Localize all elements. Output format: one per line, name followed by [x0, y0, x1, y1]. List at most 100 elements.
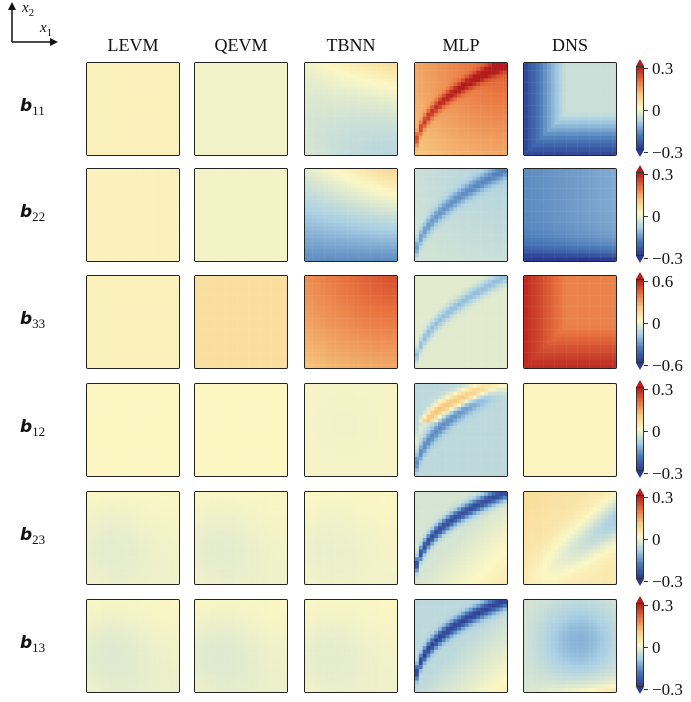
- axis-label-vertical: x2: [22, 0, 35, 19]
- row-label: b12: [20, 417, 46, 440]
- colorbar-tick-mark: [644, 216, 648, 217]
- colorbar-tick-mark: [644, 110, 648, 111]
- colorbar-tick-mark: [644, 365, 648, 366]
- colorbar-min-arrow: [636, 150, 644, 157]
- colorbar-min-arrow: [636, 687, 644, 694]
- axis-arrows-icon: [8, 2, 58, 46]
- row-label: b23: [20, 525, 46, 548]
- colorbar-tick-mark: [644, 605, 648, 606]
- colorbar-tick-min: −0.3: [652, 249, 683, 268]
- colorbar-tick-mid: 0: [652, 422, 661, 441]
- colorbar: [636, 279, 644, 363]
- colorbar-tick-max: 0.3: [652, 380, 674, 399]
- field-panel: [523, 599, 617, 693]
- row-label: b13: [20, 633, 46, 656]
- field-panel: [304, 168, 398, 262]
- colorbar-tick-mark: [644, 539, 648, 540]
- field-panel: [194, 491, 288, 585]
- colorbar-tick-mid: 0: [652, 207, 661, 226]
- colorbar-tick-mark: [644, 323, 648, 324]
- colorbar-min-arrow: [636, 363, 644, 370]
- row-label: b22: [20, 202, 46, 225]
- colorbar-tick-min: −0.3: [652, 680, 683, 699]
- colorbar: [636, 387, 644, 471]
- colorbar-max-arrow: [636, 380, 644, 387]
- field-panel: [86, 599, 180, 693]
- colorbar-tick-mark: [644, 152, 648, 153]
- field-panel: [86, 275, 180, 369]
- colorbar-tick-mid: 0: [652, 101, 661, 120]
- row-label: b33: [20, 309, 46, 332]
- colorbar-tick-max: 0.3: [652, 488, 674, 507]
- column-header: LEVM: [107, 35, 159, 55]
- colorbar-tick-mark: [644, 174, 648, 175]
- column-header: MLP: [442, 35, 480, 55]
- field-panel: [304, 491, 398, 585]
- colorbar-min-arrow: [636, 256, 644, 263]
- colorbar-max-arrow: [636, 488, 644, 495]
- colorbar-tick-min: −0.3: [652, 143, 683, 162]
- colorbar-tick-mark: [644, 497, 648, 498]
- field-panel: [86, 491, 180, 585]
- axis-indicator: x2 x1: [0, 0, 80, 60]
- field-panel: [523, 491, 617, 585]
- field-panel: [194, 383, 288, 477]
- colorbar-max-arrow: [636, 596, 644, 603]
- colorbar: [636, 66, 644, 150]
- row-label: b11: [20, 96, 45, 119]
- field-panel: [414, 599, 508, 693]
- field-panel: [194, 168, 288, 262]
- field-panel: [194, 599, 288, 693]
- colorbar-max-arrow: [636, 272, 644, 279]
- colorbar-min-arrow: [636, 471, 644, 478]
- colorbar-tick-mark: [644, 68, 648, 69]
- field-panel: [304, 275, 398, 369]
- field-panel: [304, 62, 398, 156]
- colorbar-tick-mark: [644, 431, 648, 432]
- field-panel: [194, 275, 288, 369]
- colorbar-tick-mark: [644, 258, 648, 259]
- colorbar-tick-mid: 0: [652, 530, 661, 549]
- colorbar-tick-mark: [644, 581, 648, 582]
- colorbar-tick-max: 0.3: [652, 596, 674, 615]
- column-header: DNS: [551, 35, 588, 55]
- field-panel: [523, 62, 617, 156]
- colorbar: [636, 495, 644, 579]
- colorbar-tick-mark: [644, 647, 648, 648]
- colorbar-max-arrow: [636, 59, 644, 66]
- colorbar-tick-min: −0.6: [652, 356, 683, 375]
- field-panel: [86, 383, 180, 477]
- column-header: TBNN: [326, 35, 376, 55]
- field-panel: [414, 275, 508, 369]
- colorbar-max-arrow: [636, 165, 644, 172]
- colorbar-tick-mid: 0: [652, 638, 661, 657]
- field-panel: [414, 491, 508, 585]
- colorbar-tick-mark: [644, 389, 648, 390]
- field-panel: [414, 383, 508, 477]
- field-panel: [194, 62, 288, 156]
- colorbar: [636, 172, 644, 256]
- colorbar-tick-mid: 0: [652, 314, 661, 333]
- field-panel: [304, 383, 398, 477]
- colorbar-min-arrow: [636, 579, 644, 586]
- field-panel: [414, 168, 508, 262]
- colorbar-tick-min: −0.3: [652, 464, 683, 483]
- colorbar-tick-min: −0.3: [652, 572, 683, 591]
- field-panel: [523, 168, 617, 262]
- field-panel: [86, 62, 180, 156]
- field-panel: [523, 275, 617, 369]
- colorbar: [636, 603, 644, 687]
- field-panel: [414, 62, 508, 156]
- field-panel: [304, 599, 398, 693]
- colorbar-tick-max: 0.3: [652, 59, 674, 78]
- field-panel: [86, 168, 180, 262]
- column-header: QEVM: [214, 35, 268, 55]
- colorbar-tick-mark: [644, 689, 648, 690]
- colorbar-tick-max: 0.3: [652, 165, 674, 184]
- colorbar-tick-mark: [644, 473, 648, 474]
- field-panel: [523, 383, 617, 477]
- colorbar-tick-max: 0.6: [652, 272, 674, 291]
- axis-label-horizontal: x1: [40, 20, 53, 39]
- colorbar-tick-mark: [644, 281, 648, 282]
